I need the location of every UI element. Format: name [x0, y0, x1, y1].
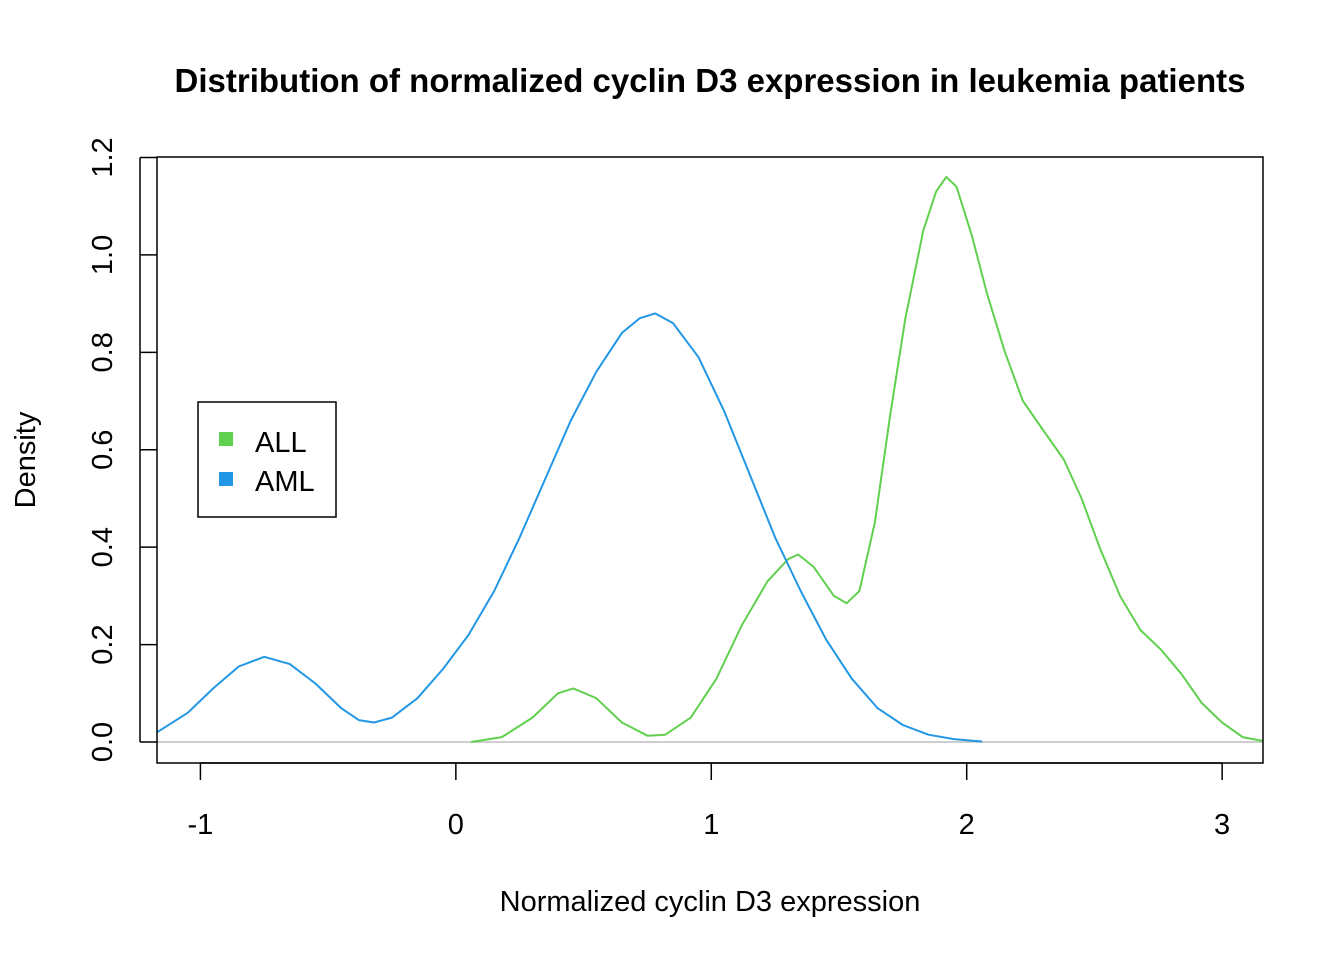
y-tick-label: 0.4 — [87, 527, 119, 567]
y-tick-label: 1.2 — [87, 137, 119, 177]
x-axis-label: Normalized cyclin D3 expression — [500, 886, 921, 918]
x-tick-label: 1 — [703, 809, 719, 841]
y-tick-label: 0.6 — [87, 430, 119, 470]
x-tick-label: 2 — [959, 809, 975, 841]
x-tick-label: -1 — [188, 809, 214, 841]
y-tick-label: 1.0 — [87, 235, 119, 275]
y-axis-label: Density — [10, 411, 42, 508]
legend-label-aml: AML — [255, 466, 315, 498]
legend-swatch-all — [219, 432, 233, 446]
x-tick-label: 3 — [1214, 809, 1230, 841]
y-axis: 0.0 0.2 0.4 0.6 0.8 1.0 1.2 — [87, 137, 157, 762]
y-tick-label: 0.0 — [87, 722, 119, 762]
y-tick-label: 0.2 — [87, 624, 119, 664]
chart-title: Distribution of normalized cyclin D3 exp… — [175, 62, 1246, 99]
legend: ALL AML — [197, 401, 337, 518]
density-line-aml — [156, 312, 983, 743]
x-axis: -1 0 1 2 3 — [188, 762, 1230, 841]
legend-label-all: ALL — [255, 427, 307, 459]
density-line-all — [471, 176, 1264, 743]
x-tick-label: 0 — [448, 809, 464, 841]
plot-frame — [156, 156, 1264, 764]
series-layer — [156, 176, 1264, 743]
legend-box — [197, 401, 337, 518]
legend-swatch-aml — [219, 472, 233, 486]
y-tick-label: 0.8 — [87, 332, 119, 372]
